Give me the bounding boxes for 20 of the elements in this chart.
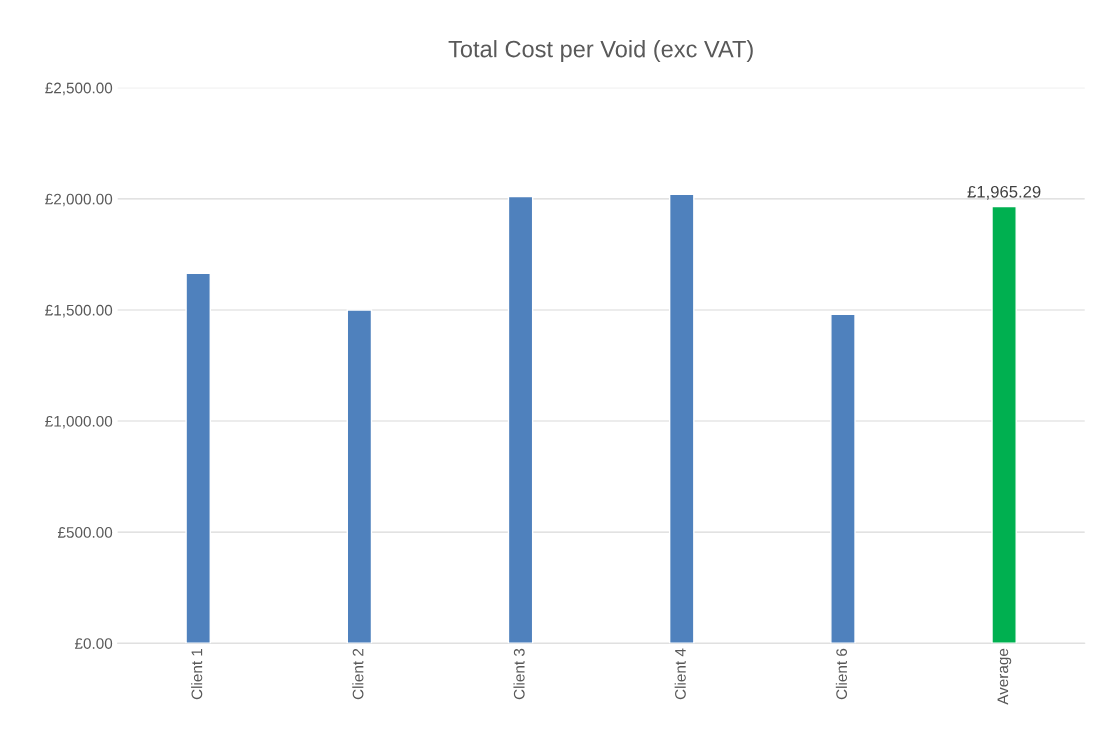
- bar: [507, 195, 534, 644]
- data-label: £1,965.29: [967, 185, 1041, 200]
- y-tick-label: £0.00: [74, 638, 113, 649]
- y-tick-label: £2,500.00: [45, 82, 113, 96]
- bar: [346, 309, 373, 644]
- y-tick-label: £2,000.00: [45, 193, 113, 207]
- chart-title: Total Cost per Void (exc VAT): [448, 40, 753, 63]
- x-tick-label: Client 4: [674, 648, 686, 700]
- y-tick-label: £500.00: [57, 527, 113, 538]
- bar: [830, 313, 856, 644]
- x-tick-label: Client 1: [191, 648, 203, 700]
- bar: [991, 205, 1017, 644]
- bar: [668, 193, 695, 644]
- x-tick-label: Average: [997, 648, 1012, 705]
- y-tick-label: £1,000.00: [45, 415, 113, 429]
- y-tick-label: £1,500.00: [45, 304, 113, 318]
- x-tick-label: Client 3: [513, 648, 525, 700]
- bar: [185, 272, 211, 644]
- x-tick-label: Client 2: [352, 648, 364, 700]
- x-tick-label: Client 6: [835, 648, 848, 700]
